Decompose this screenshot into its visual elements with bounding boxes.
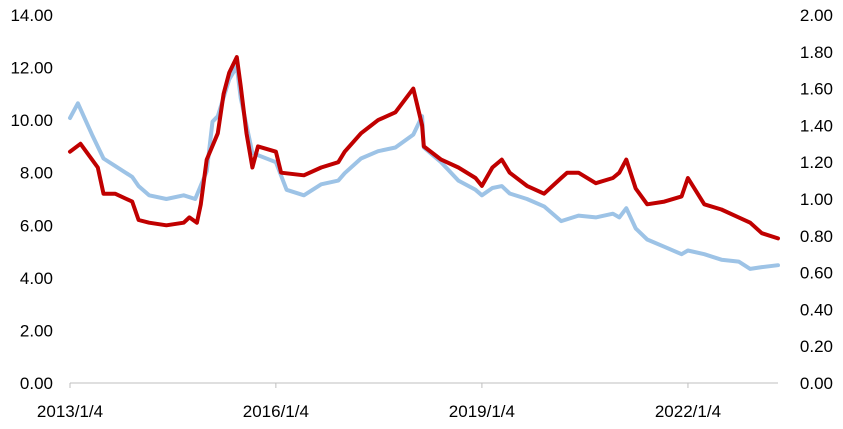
y-right-tick-label: 0.80 (800, 227, 833, 246)
y-right-tick-label: 1.00 (800, 190, 833, 209)
y-right-tick-label: 1.40 (800, 116, 833, 135)
x-tick-label: 2016/1/4 (243, 402, 309, 421)
x-axis-labels: 2013/1/4 2016/1/4 2019/1/4 2022/1/4 (37, 402, 721, 421)
series-layer (68, 55, 780, 271)
y-left-tick-label: 10.00 (10, 111, 53, 130)
y-left-tick-label: 0.00 (20, 374, 53, 393)
series-line-left-axis (68, 55, 780, 241)
x-tick-label: 2022/1/4 (655, 402, 721, 421)
x-tick-label: 2013/1/4 (37, 402, 103, 421)
y-right-tick-label: 2.00 (800, 6, 833, 25)
y-left-tick-label: 12.00 (10, 59, 53, 78)
y-left-tick-label: 6.00 (20, 216, 53, 235)
y-left-tick-label: 8.00 (20, 164, 53, 183)
y-right-tick-label: 0.40 (800, 300, 833, 319)
y-left-tick-label: 4.00 (20, 269, 53, 288)
y-right-tick-label: 0.20 (800, 337, 833, 356)
y-axis-right-labels: 0.00 0.20 0.40 0.60 0.80 1.00 1.20 1.40 1.60 1.80… (800, 6, 833, 393)
series-line-right-axis (68, 64, 780, 271)
y-axis-left-labels: 0.00 2.00 4.00 6.00 8.00 10.00 12.00 14.00 (10, 6, 53, 393)
plot-area (68, 55, 780, 388)
x-tick-label: 2019/1/4 (449, 402, 515, 421)
y-right-tick-label: 0.00 (800, 374, 833, 393)
y-left-tick-label: 2.00 (20, 321, 53, 340)
x-axis-tick-marks (69, 383, 689, 388)
y-right-tick-label: 1.80 (800, 43, 833, 62)
y-right-tick-label: 0.60 (800, 264, 833, 283)
y-left-tick-label: 14.00 (10, 6, 53, 25)
y-right-tick-label: 1.20 (800, 153, 833, 172)
y-right-tick-label: 1.60 (800, 80, 833, 99)
